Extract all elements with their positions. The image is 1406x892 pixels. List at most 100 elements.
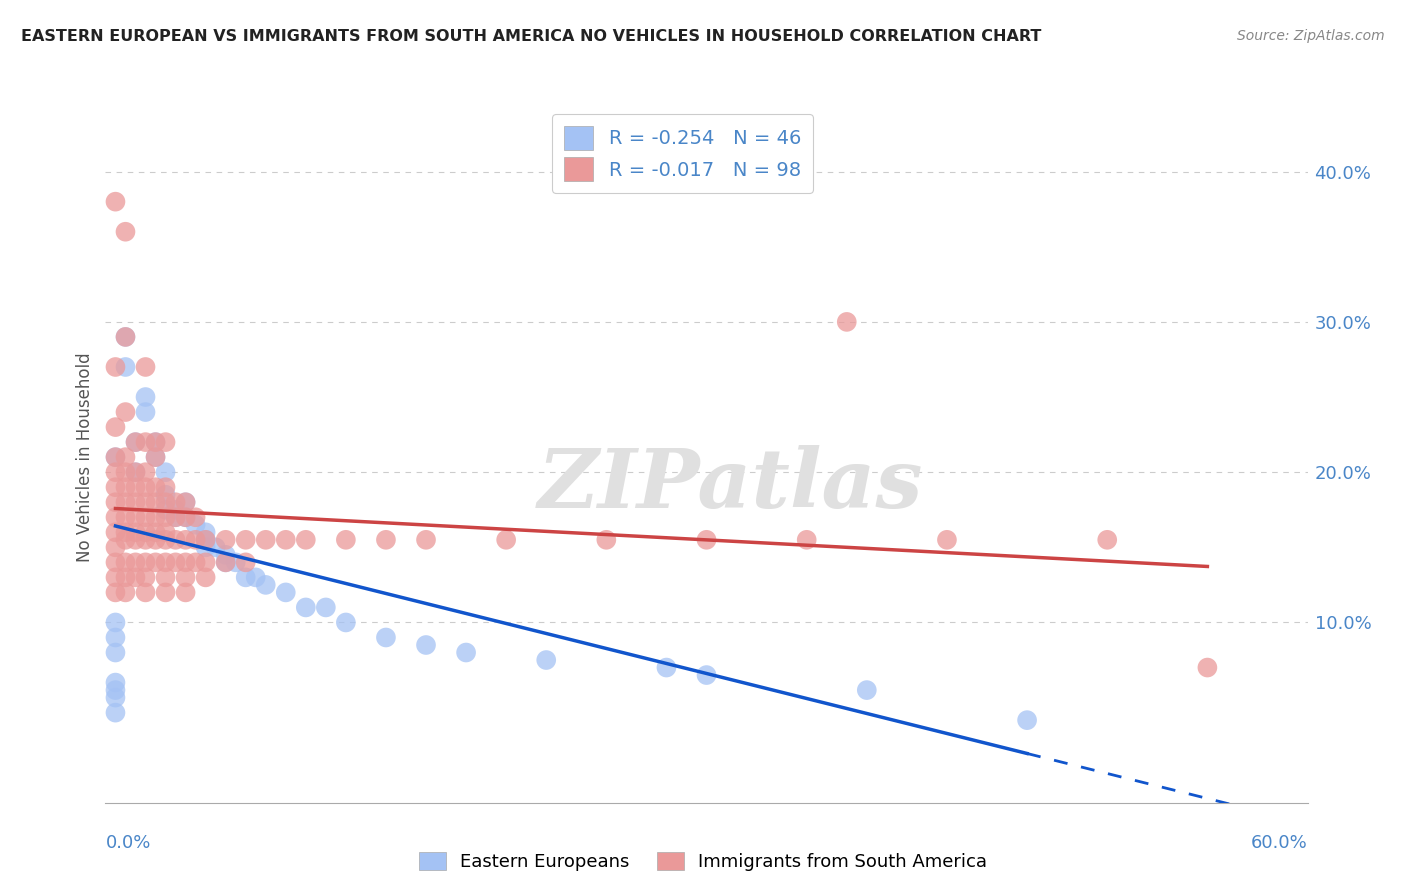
Point [936, 533, 959, 547]
Point [335, 533, 357, 547]
Point [104, 525, 127, 540]
Point [155, 533, 177, 547]
Point [194, 533, 217, 547]
Point [194, 525, 217, 540]
Point [135, 435, 157, 450]
Point [104, 541, 127, 555]
Point [114, 359, 136, 374]
Point [1097, 533, 1119, 547]
Point [114, 510, 136, 524]
Point [204, 541, 226, 555]
Point [174, 533, 197, 547]
Point [165, 510, 187, 524]
Point [135, 480, 157, 494]
Point [114, 450, 136, 465]
Point [145, 495, 167, 509]
Point [124, 555, 146, 569]
Point [145, 435, 167, 450]
Point [155, 465, 177, 479]
Point [374, 533, 398, 547]
Point [145, 435, 167, 450]
Point [135, 570, 157, 584]
Point [145, 555, 167, 569]
Point [114, 585, 136, 599]
Point [114, 533, 136, 547]
Point [374, 631, 398, 645]
Point [145, 525, 167, 540]
Point [104, 631, 127, 645]
Point [155, 480, 177, 494]
Point [254, 533, 277, 547]
Point [595, 533, 617, 547]
Point [194, 533, 217, 547]
Point [1197, 660, 1219, 674]
Point [114, 225, 136, 239]
Point [145, 450, 167, 465]
Point [165, 533, 187, 547]
Legend: Eastern Europeans, Immigrants from South America: Eastern Europeans, Immigrants from South… [412, 845, 994, 879]
Point [135, 510, 157, 524]
Point [274, 533, 297, 547]
Point [104, 480, 127, 494]
Point [165, 502, 187, 516]
Y-axis label: No Vehicles in Household: No Vehicles in Household [76, 352, 94, 562]
Point [796, 533, 818, 547]
Point [165, 495, 187, 509]
Point [274, 585, 297, 599]
Point [835, 315, 858, 329]
Point [165, 510, 187, 524]
Point [114, 555, 136, 569]
Point [254, 578, 277, 592]
Point [104, 495, 127, 509]
Point [124, 525, 146, 540]
Point [214, 548, 236, 562]
Text: 60.0%: 60.0% [1251, 834, 1308, 852]
Point [124, 570, 146, 584]
Point [155, 570, 177, 584]
Point [335, 615, 357, 630]
Point [104, 465, 127, 479]
Point [104, 510, 127, 524]
Point [194, 555, 217, 569]
Point [104, 450, 127, 465]
Point [194, 570, 217, 584]
Point [104, 646, 127, 660]
Point [165, 555, 187, 569]
Point [104, 194, 127, 209]
Point [135, 555, 157, 569]
Point [124, 465, 146, 479]
Point [124, 465, 146, 479]
Point [145, 480, 167, 494]
Point [124, 480, 146, 494]
Point [184, 510, 207, 524]
Point [114, 330, 136, 344]
Point [114, 480, 136, 494]
Point [235, 555, 257, 569]
Point [114, 570, 136, 584]
Point [104, 675, 127, 690]
Point [214, 555, 236, 569]
Point [194, 541, 217, 555]
Point [135, 465, 157, 479]
Legend: R = -0.254   N = 46, R = -0.017   N = 98: R = -0.254 N = 46, R = -0.017 N = 98 [553, 114, 813, 193]
Point [114, 495, 136, 509]
Point [124, 495, 146, 509]
Point [174, 495, 197, 509]
Point [155, 555, 177, 569]
Point [114, 405, 136, 419]
Point [184, 517, 207, 532]
Point [315, 600, 337, 615]
Point [174, 585, 197, 599]
Point [214, 555, 236, 569]
Point [174, 555, 197, 569]
Point [174, 510, 197, 524]
Point [135, 390, 157, 404]
Point [184, 555, 207, 569]
Point [155, 488, 177, 502]
Point [245, 570, 267, 584]
Point [415, 638, 437, 652]
Point [235, 533, 257, 547]
Point [214, 533, 236, 547]
Point [104, 450, 127, 465]
Point [155, 502, 177, 516]
